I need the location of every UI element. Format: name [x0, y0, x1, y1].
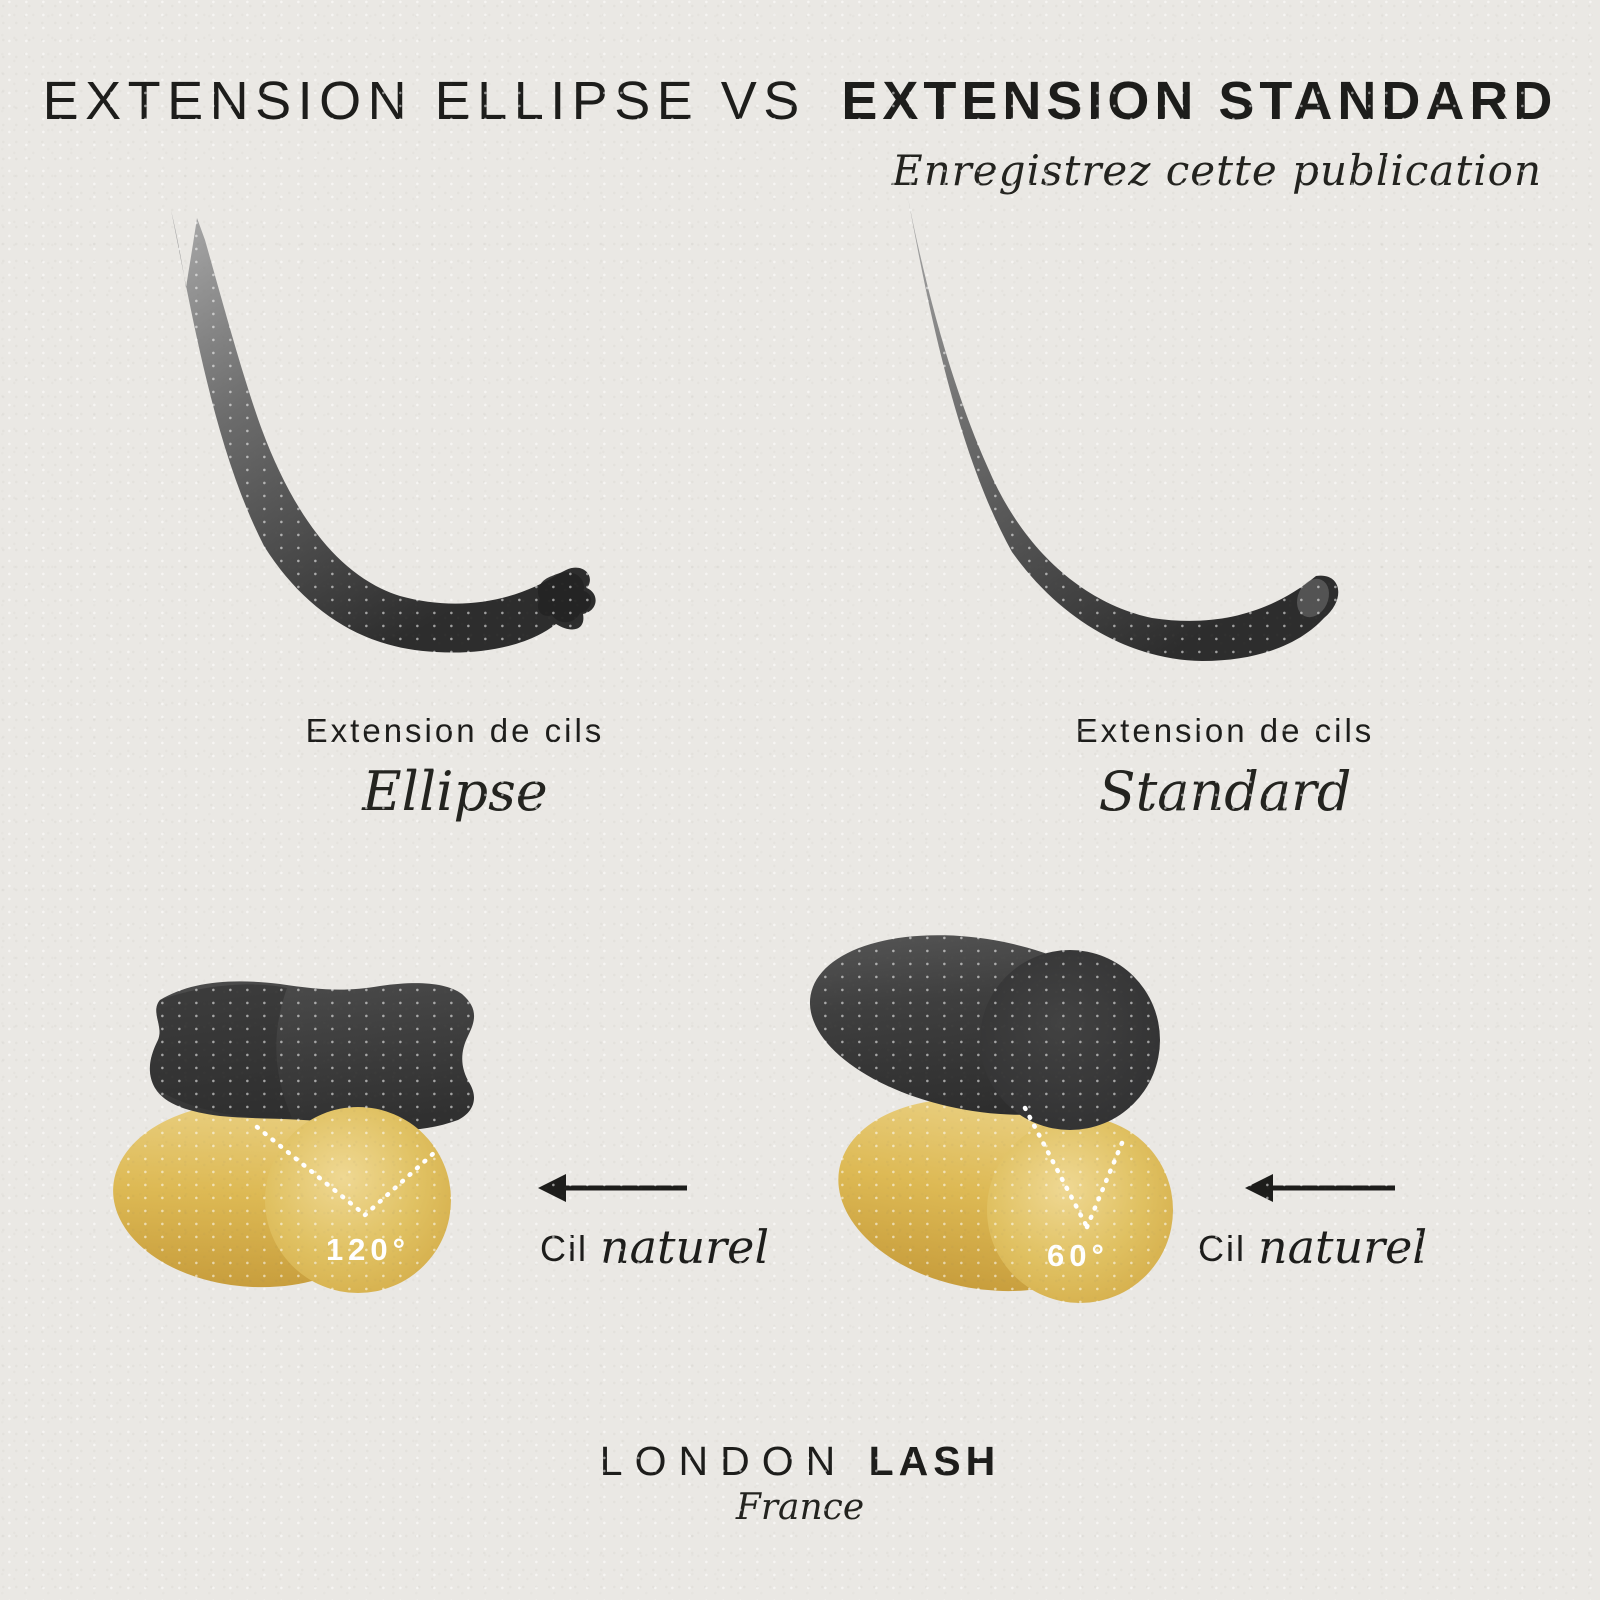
standard-lash-illustration [908, 198, 1339, 661]
naturel-script-text: naturel [1258, 1220, 1428, 1274]
contact-angle-dotted-lines [254, 1124, 438, 1218]
page-title: EXTENSION ELLIPSE VS EXTENSION STANDARD [0, 70, 1600, 132]
standard-cross-section-diagram [809, 935, 1173, 1303]
save-this-post-note: Enregistrez cette publication [891, 146, 1542, 195]
left-natural-lash-label: Cil naturel [540, 1218, 770, 1274]
standard-contact-angle-value: 60° [1047, 1238, 1109, 1273]
right-natural-lash-label: Cil naturel [1198, 1218, 1428, 1274]
ellipse-name-script: Ellipse [362, 760, 548, 823]
cil-text: Cil [1198, 1228, 1246, 1269]
standard-name-script: Standard [1098, 760, 1352, 823]
ellipse-cross-section-diagram [113, 981, 475, 1293]
standard-extension-cylinder-face [980, 950, 1160, 1130]
left-arrow-icon [538, 1174, 687, 1202]
ellipse-column-label: Extension de cils Ellipse [205, 712, 705, 823]
ellipse-contact-angle-value: 120° [325, 1232, 411, 1267]
natural-lash-cylinder-face [265, 1107, 451, 1293]
natural-lash-cylinder-face [987, 1117, 1173, 1303]
ellipse-extension-shape [149, 981, 475, 1131]
title-bold-part: EXTENSION STANDARD [841, 71, 1558, 131]
brand-lash-text: LASH [868, 1438, 1001, 1484]
cil-text: Cil [540, 1228, 588, 1269]
contact-angle-dotted-lines [1022, 1105, 1125, 1230]
brand-logo: LONDON LASH [0, 1438, 1600, 1485]
ellipse-label-text: Extension de cils [305, 712, 605, 749]
right-arrow-icon [1245, 1174, 1395, 1202]
title-light-part: EXTENSION ELLIPSE VS [42, 71, 806, 131]
standard-column-label: Extension de cils Standard [975, 712, 1475, 823]
ellipse-lash-illustration [171, 210, 596, 653]
naturel-script-text: naturel [600, 1220, 770, 1274]
brand-france-script: France [735, 1487, 865, 1528]
standard-label-text: Extension de cils [1075, 712, 1375, 749]
brand-london-text: LONDON [599, 1438, 848, 1484]
